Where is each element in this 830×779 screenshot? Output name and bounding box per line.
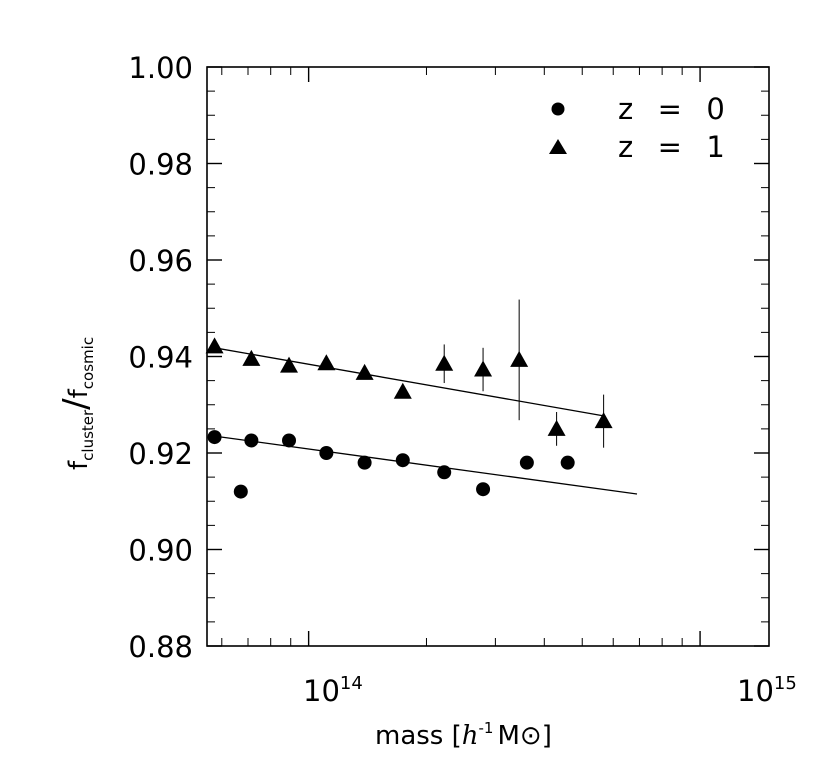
legend-label-z1: z = 1 — [618, 130, 727, 164]
point-z1 — [355, 363, 374, 380]
x-axis-title-msun: M⊙ — [497, 721, 541, 751]
point-z1 — [317, 354, 336, 371]
point-z0 — [233, 484, 248, 499]
legend-marker-z1 — [549, 139, 567, 154]
axis-ticks — [207, 66, 769, 647]
x-axis-title: mass [h-1 M⊙] — [375, 719, 552, 751]
point-z0 — [319, 446, 334, 460]
legend-marker-z0 — [551, 102, 565, 116]
point-z0 — [207, 430, 222, 445]
x-tick-exp-1e15: 15 — [774, 673, 797, 694]
data-points — [205, 299, 613, 499]
y-axis-title-sub1: cluster — [79, 409, 97, 461]
point-z1 — [280, 356, 299, 373]
y-tick-label: 0.96 — [128, 244, 193, 278]
y-axis-title-f2: f — [64, 388, 94, 398]
point-z0 — [519, 455, 534, 470]
legend: z = 0 z = 1 — [549, 92, 727, 164]
x-tick-exp-1e14: 14 — [340, 673, 363, 694]
point-z1 — [510, 350, 529, 367]
y-tick-label: 0.88 — [128, 630, 193, 664]
x-axis-title-exp: -1 — [479, 719, 494, 737]
x-tick-label-1e14: 1014 — [303, 673, 363, 708]
point-z1 — [242, 349, 261, 366]
point-z1 — [435, 354, 454, 371]
legend-label-z0: z = 0 — [618, 92, 727, 126]
y-axis-title-slash: / — [56, 398, 96, 410]
y-axis-title-f1: f — [64, 460, 94, 470]
point-z0 — [560, 455, 575, 470]
point-z0 — [244, 433, 259, 448]
y-tick-label: 0.94 — [128, 341, 193, 375]
x-axis-title-h: h — [462, 721, 479, 751]
y-tick-labels: 0.88 0.90 0.92 0.94 0.96 0.98 1.00 — [128, 51, 193, 664]
point-z1 — [205, 337, 224, 354]
y-tick-label: 1.00 — [128, 51, 193, 85]
point-z1 — [393, 382, 412, 399]
y-axis-title-sub2: cosmic — [79, 337, 97, 389]
x-tick-base-1e14: 10 — [303, 674, 340, 708]
y-tick-label: 0.98 — [128, 148, 193, 182]
point-z0 — [395, 453, 410, 468]
x-tick-base-1e15: 10 — [737, 674, 774, 708]
fit-line-z1 — [214, 347, 604, 417]
point-z1 — [547, 419, 566, 436]
y-axis-title: fcluster/fcosmic — [56, 337, 97, 470]
point-z0 — [357, 455, 372, 470]
point-z1 — [474, 360, 493, 377]
point-z0 — [282, 433, 297, 448]
y-tick-label: 0.90 — [128, 534, 193, 568]
y-tick-label: 0.92 — [128, 437, 193, 471]
x-tick-label-1e15: 1015 — [737, 673, 797, 708]
point-z0 — [437, 465, 452, 480]
fit-lines — [214, 347, 638, 495]
point-z0 — [476, 482, 491, 497]
x-axis-title-pre: mass [ — [375, 721, 462, 751]
x-axis-title-post: ] — [542, 721, 552, 751]
point-z1 — [594, 412, 613, 429]
